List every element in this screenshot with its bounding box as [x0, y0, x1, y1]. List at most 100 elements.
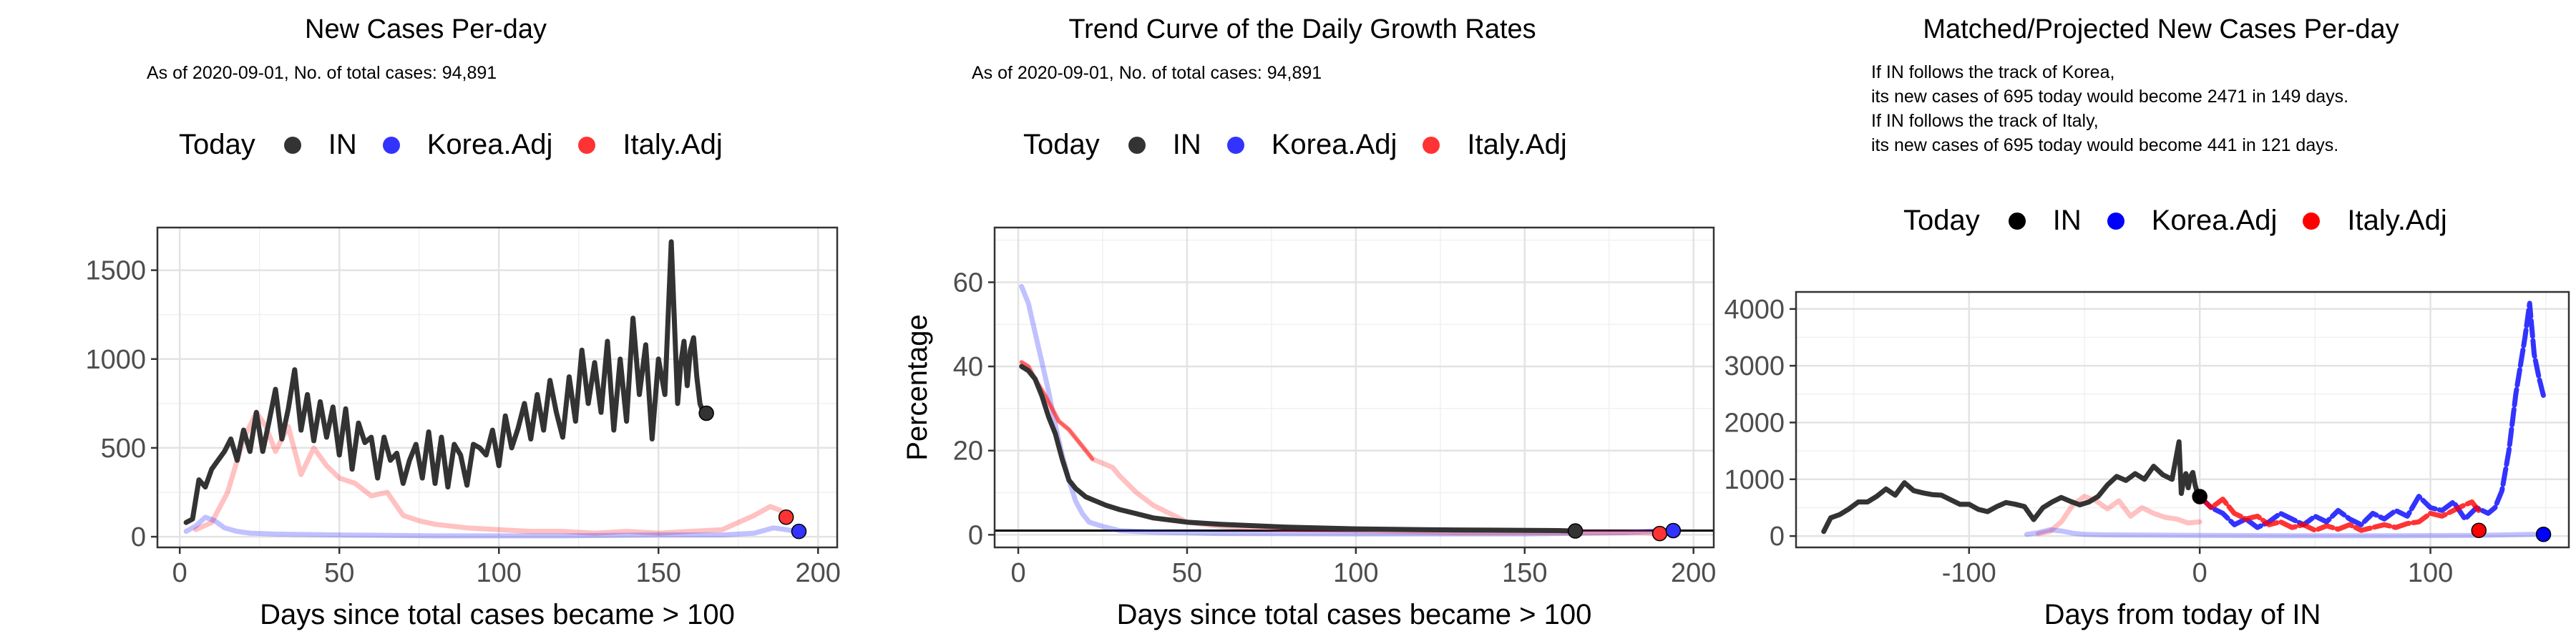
- y-tick-label: 1000: [85, 345, 146, 375]
- x-tick-label: 0: [2192, 558, 2207, 588]
- series-line-italy-adj: [2197, 494, 2482, 533]
- x-tick-label: 150: [636, 558, 681, 588]
- series-line-italy-adj-past-: [2036, 494, 2202, 537]
- note-line: its new cases of 695 today would become …: [1871, 87, 2349, 107]
- legend-dot-in: [2008, 212, 2026, 230]
- legend-label-korea: Korea.Adj: [2151, 205, 2278, 236]
- y-tick-label: 60: [953, 268, 983, 298]
- legend-item-in: IN: [2008, 205, 2082, 237]
- y-tick-label: 0: [1770, 522, 1785, 552]
- legend-label-italy: Italy.Adj: [1467, 129, 1567, 160]
- x-tick-label: 100: [1333, 558, 1378, 588]
- gridlines: [157, 228, 837, 547]
- legend-title: Today: [1023, 129, 1100, 160]
- x-tick-label: 100: [2408, 558, 2453, 588]
- chart-subtitle: As of 2020-09-01, No. of total cases: 94…: [972, 63, 1322, 83]
- legend-dot-korea: [382, 136, 400, 154]
- legend-label-in: IN: [2052, 205, 2082, 236]
- y-tick-label: 4000: [1724, 295, 1785, 325]
- plot-new-cases: 0 50 100 150 200 0 500 1000 1500 Days since total…: [85, 226, 841, 630]
- x-tick-label: 150: [1502, 558, 1547, 588]
- series-line-korea-adj: [1019, 283, 1676, 537]
- x-axis-title: Days since total cases became > 100: [1117, 599, 1592, 630]
- series-line-in: [183, 239, 706, 525]
- chart-title: New Cases Per-day: [305, 14, 547, 44]
- chart-title: Trend Curve of the Daily Growth Rates: [1068, 14, 1536, 44]
- legend-dot-italy: [578, 136, 596, 154]
- chart-title: Matched/Projected New Cases Per-day: [1923, 14, 2399, 44]
- y-tick-label: 20: [953, 436, 983, 467]
- chart-panel-growth-rates: Trend Curve of the Daily Growth Rates As…: [859, 0, 1717, 644]
- x-tick-label: 200: [796, 558, 841, 588]
- legend-dot-korea: [1226, 136, 1244, 154]
- legend-item-korea: Korea.Adj: [2107, 205, 2278, 237]
- legend-item-korea: Korea.Adj: [1226, 129, 1397, 161]
- legend-dot-italy: [1423, 136, 1440, 154]
- legend-dot-in: [1128, 136, 1146, 154]
- series-line-korea-adj-past-: [2024, 527, 2537, 539]
- legend-label-in: IN: [328, 129, 357, 160]
- endpoint-marker-in: [1567, 523, 1584, 539]
- legend: Today IN Korea.Adj Italy.Adj: [1023, 129, 1593, 161]
- endpoint-marker-korea-adj: [1665, 522, 1682, 539]
- x-tick-label: 0: [1010, 558, 1025, 588]
- x-tick-label: 50: [324, 558, 354, 588]
- endpoint-marker-italy-adj: [778, 509, 794, 525]
- legend-item-italy: Italy.Adj: [1423, 129, 1567, 161]
- plot-growth-rates: 0 50 100 150 200 0 20 40 60 Days since total case…: [902, 226, 1716, 630]
- chart-panel-projected: Matched/Projected New Cases Per-day If I…: [1717, 0, 2576, 644]
- legend-dot-korea: [2107, 212, 2124, 230]
- x-axis-title: Days since total cases became > 100: [260, 599, 735, 630]
- legend: Today IN Korea.Adj Italy.Adj: [179, 129, 748, 161]
- x-tick-label: 0: [172, 558, 187, 588]
- chart-panel-new-cases: New Cases Per-day As of 2020-09-01, No. …: [0, 0, 859, 644]
- legend-title: Today: [179, 129, 255, 160]
- plot-border: [993, 226, 1715, 549]
- legend-label-italy: Italy.Adj: [2347, 205, 2447, 236]
- endpoint-marker-korea-adj: [2535, 527, 2552, 542]
- y-tick-label: 3000: [1724, 351, 1785, 381]
- legend-label-italy: Italy.Adj: [623, 129, 723, 160]
- endpoint-marker-italy-adj: [2471, 522, 2487, 538]
- legend-label-korea: Korea.Adj: [1271, 129, 1397, 160]
- y-tick-label: 2000: [1724, 408, 1785, 438]
- legend-dot-in: [283, 136, 301, 154]
- endpoint-marker-korea-adj: [791, 523, 807, 540]
- series-line-korea-adj: [183, 514, 799, 539]
- y-axis-title: Percentage: [902, 314, 933, 461]
- x-tick-label: -100: [1942, 558, 1996, 588]
- series-line-in: [1821, 439, 2202, 535]
- y-tick-label: 500: [101, 434, 146, 464]
- endpoint-marker-in: [2192, 489, 2207, 504]
- y-tick-label: 40: [953, 352, 983, 382]
- legend-label-in: IN: [1172, 129, 1201, 160]
- legend-title: Today: [1903, 205, 1980, 236]
- y-tick-label: 1000: [1724, 465, 1785, 495]
- legend-item-in: IN: [283, 129, 357, 161]
- note-line: If IN follows the track of Italy,: [1871, 111, 2099, 131]
- endpoint-marker-italy-adj: [1652, 525, 1668, 542]
- projection-notes: If IN follows the track of Korea, its ne…: [1871, 60, 2348, 157]
- note-line: If IN follows the track of Korea,: [1871, 62, 2115, 82]
- legend-item-italy: Italy.Adj: [2303, 205, 2447, 237]
- x-tick-label: 50: [1172, 558, 1202, 588]
- x-tick-label: 100: [477, 558, 522, 588]
- legend: Today IN Korea.Adj Italy.Adj: [1903, 205, 2473, 237]
- legend-item-in: IN: [1128, 129, 1201, 161]
- endpoint-marker-in: [698, 405, 714, 421]
- y-tick-label: 0: [968, 520, 983, 550]
- x-tick-label: 200: [1671, 558, 1716, 588]
- chart-subtitle: As of 2020-09-01, No. of total cases: 94…: [147, 63, 497, 83]
- legend-dot-italy: [2303, 212, 2321, 230]
- plot-border: [1795, 291, 2570, 549]
- legend-item-korea: Korea.Adj: [382, 129, 553, 161]
- gridlines: [995, 228, 1714, 547]
- y-tick-label: 1500: [85, 256, 146, 286]
- plot-border: [156, 226, 839, 549]
- y-tick-label: 0: [131, 522, 146, 552]
- legend-item-italy: Italy.Adj: [578, 129, 723, 161]
- x-axis-title: Days from today of IN: [2044, 599, 2321, 630]
- series-line-in: [1019, 364, 1578, 534]
- legend-label-korea: Korea.Adj: [426, 129, 553, 160]
